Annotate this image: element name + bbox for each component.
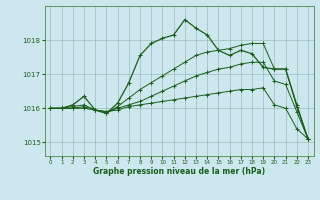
X-axis label: Graphe pression niveau de la mer (hPa): Graphe pression niveau de la mer (hPa) [93, 167, 265, 176]
